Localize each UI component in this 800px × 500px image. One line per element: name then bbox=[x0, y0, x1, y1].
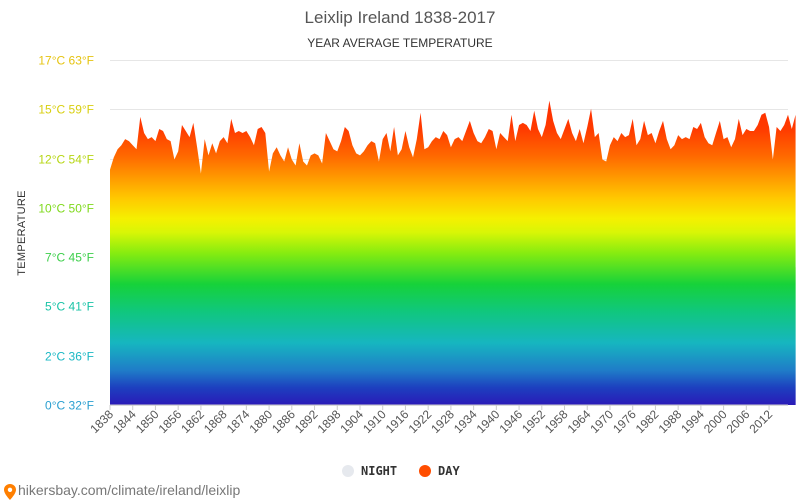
y-tick-label: 12°C 54°F bbox=[38, 153, 94, 167]
x-tick-label: 1982 bbox=[633, 407, 662, 436]
x-tick-label: 2012 bbox=[746, 407, 775, 436]
x-tick-label: 1952 bbox=[519, 407, 548, 436]
x-tick-label: 1910 bbox=[360, 407, 389, 436]
legend-night-marker bbox=[342, 465, 354, 477]
legend: NIGHT DAY bbox=[342, 464, 460, 478]
y-tick-label: 17°C 63°F bbox=[38, 54, 94, 68]
x-tick-label: 1868 bbox=[201, 407, 230, 436]
y-tick-label: 5°C 41°F bbox=[45, 300, 94, 314]
legend-day-marker bbox=[419, 465, 431, 477]
x-tick-label: 1988 bbox=[656, 407, 685, 436]
x-tick-label: 1994 bbox=[678, 407, 707, 436]
x-tick-label: 1976 bbox=[610, 407, 639, 436]
legend-item-night[interactable]: NIGHT bbox=[342, 464, 397, 478]
x-tick-label: 1898 bbox=[315, 407, 344, 436]
x-tick-label: 1880 bbox=[246, 407, 275, 436]
watermark-text: hikersbay.com/climate/ireland/leixlip bbox=[18, 482, 240, 498]
y-tick-label: 0°C 32°F bbox=[45, 399, 94, 413]
chart-title: Leixlip Ireland 1838-2017 bbox=[305, 8, 496, 27]
x-tick-label: 1970 bbox=[587, 407, 616, 436]
x-tick-label: 1862 bbox=[178, 407, 207, 436]
x-tick-label: 1934 bbox=[451, 407, 480, 436]
x-tick-label: 1916 bbox=[383, 407, 412, 436]
y-axis-ticks: 0°C 32°F 2°C 36°F 5°C 41°F 7°C 45°F 10°C 50°… bbox=[38, 54, 94, 413]
x-tick-label: 1892 bbox=[292, 407, 321, 436]
chart-subtitle: YEAR AVERAGE TEMPERATURE bbox=[307, 36, 492, 50]
legend-night-label: NIGHT bbox=[361, 464, 397, 478]
y-tick-label: 15°C 59°F bbox=[38, 103, 94, 117]
y-tick-label: 10°C 50°F bbox=[38, 202, 94, 216]
x-tick-label: 1886 bbox=[269, 407, 298, 436]
y-axis-label: TEMPERATURE bbox=[16, 190, 28, 276]
x-tick-label: 1856 bbox=[156, 407, 185, 436]
x-tick-label: 1946 bbox=[496, 407, 525, 436]
x-tick-label: 1964 bbox=[565, 407, 594, 436]
x-tick-label: 1904 bbox=[337, 407, 366, 436]
x-axis-ticks: 1838184418501856186218681874188018861892… bbox=[87, 405, 775, 436]
watermark-link[interactable]: hikersbay.com/climate/ireland/leixlip bbox=[4, 482, 240, 500]
x-tick-label: 1940 bbox=[474, 407, 503, 436]
x-tick-label: 1958 bbox=[542, 407, 571, 436]
y-tick-label: 2°C 36°F bbox=[45, 350, 94, 364]
x-tick-label: 1844 bbox=[110, 407, 139, 436]
x-tick-label: 2006 bbox=[724, 407, 753, 436]
location-pin-icon bbox=[4, 484, 16, 500]
night-series-area bbox=[110, 267, 796, 405]
x-tick-label: 1850 bbox=[133, 407, 162, 436]
legend-item-day[interactable]: DAY bbox=[419, 464, 460, 478]
x-tick-label: 1874 bbox=[224, 407, 253, 436]
legend-day-label: DAY bbox=[438, 464, 460, 478]
y-tick-label: 7°C 45°F bbox=[45, 251, 94, 265]
plot-area bbox=[110, 100, 796, 405]
x-tick-label: 1928 bbox=[428, 407, 457, 436]
x-tick-label: 2000 bbox=[701, 407, 730, 436]
x-tick-label: 1922 bbox=[406, 407, 435, 436]
